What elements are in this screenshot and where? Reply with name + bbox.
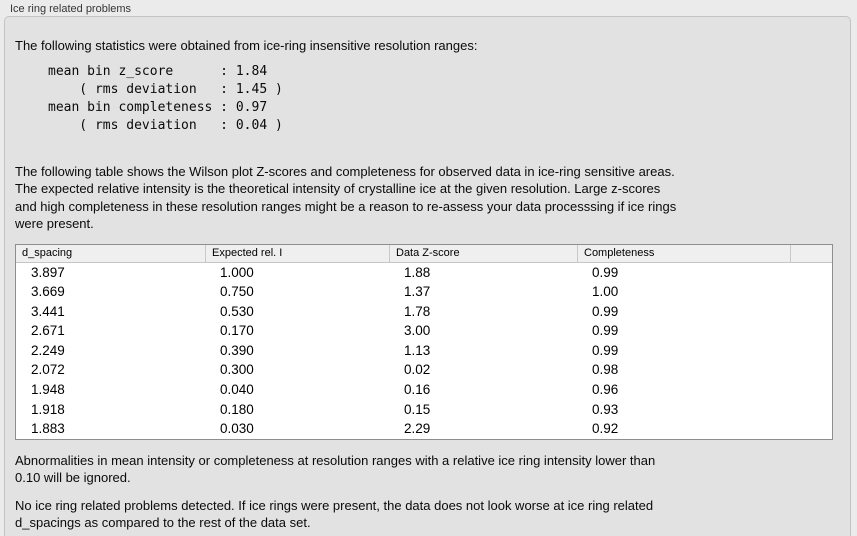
table-row[interactable]: 2.671 0.170 3.00 0.99 [16,321,832,341]
column-header-d-spacing[interactable]: d_spacing [22,246,73,259]
cell-completeness: 0.92 [592,421,619,437]
ignore-note-line: Abnormalities in mean intensity or compl… [15,452,656,468]
stat-line-mean-completeness: mean bin completeness : 0.97 [48,99,268,115]
cell-data-z-score: 2.29 [404,421,431,437]
description-line: The following table shows the Wilson plo… [15,163,675,179]
cell-data-z-score: 1.37 [404,284,431,300]
cell-data-z-score: 0.02 [404,362,431,378]
table-header-row: d_spacing Expected rel. I Data Z-score C… [16,244,832,263]
cell-empty [790,302,832,322]
cell-data-z-score: 3.00 [404,323,431,339]
table-row[interactable]: 1.948 0.040 0.16 0.96 [16,380,832,400]
cell-data-z-score: 0.15 [404,401,431,417]
cell-d-spacing: 1.918 [31,401,65,417]
cell-d-spacing: 3.897 [31,264,65,280]
cell-completeness: 0.99 [592,264,619,280]
cell-empty [790,380,832,400]
cell-expected-rel-i: 0.170 [220,323,254,339]
cell-expected-rel-i: 1.000 [220,264,254,280]
cell-expected-rel-i: 0.040 [220,382,254,398]
ice-ring-groupbox: The following statistics were obtained f… [4,16,851,536]
column-header-empty [790,244,832,262]
stat-line-z-rms-deviation: ( rms deviation : 1.45 ) [48,81,283,97]
table-row[interactable]: 3.669 0.750 1.37 1.00 [16,282,832,302]
column-header-expected-rel-i[interactable]: Expected rel. I [205,244,389,262]
table-row[interactable]: 3.441 0.530 1.78 0.99 [16,302,832,322]
cell-completeness: 0.98 [592,362,619,378]
table-row[interactable]: 2.072 0.300 0.02 0.98 [16,360,832,380]
cell-d-spacing: 3.441 [31,303,65,319]
table-row[interactable]: 2.249 0.390 1.13 0.99 [16,341,832,361]
description-line: were present. [15,216,94,231]
ice-ring-panel: Ice ring related problems The following … [0,3,857,536]
cell-expected-rel-i: 0.030 [220,421,254,437]
conclusion-note-line: No ice ring related problems detected. I… [15,497,654,513]
table-row[interactable]: 1.918 0.180 0.15 0.93 [16,400,832,420]
cell-data-z-score: 0.16 [404,382,431,398]
stat-line-mean-z-score: mean bin z_score : 1.84 [48,63,268,79]
cell-d-spacing: 1.948 [31,382,65,398]
cell-expected-rel-i: 0.750 [220,284,254,300]
cell-empty [790,419,832,439]
stats-intro-text: The following statistics were obtained f… [15,38,478,53]
cell-completeness: 0.96 [592,382,619,398]
table-row[interactable]: 1.883 0.030 2.29 0.92 [16,419,832,439]
column-header-data-z-score[interactable]: Data Z-score [389,244,577,262]
column-header-completeness[interactable]: Completeness [577,244,790,262]
cell-completeness: 0.99 [592,303,619,319]
cell-data-z-score: 1.13 [404,342,431,358]
conclusion-note-line: d_spacings as compared to the rest of th… [15,515,311,531]
description-line: The expected relative intensity is the t… [15,181,661,196]
cell-completeness: 0.99 [592,342,619,358]
stat-line-completeness-rms-deviation: ( rms deviation : 0.04 ) [48,117,283,133]
cell-expected-rel-i: 0.530 [220,303,254,319]
panel-title: Ice ring related problems [10,3,132,15]
cell-expected-rel-i: 0.180 [220,401,254,417]
table-row[interactable]: 3.897 1.000 1.88 0.99 [16,263,832,283]
cell-empty [790,360,832,380]
ignore-note: Abnormalities in mean intensity or compl… [15,452,840,487]
cell-expected-rel-i: 0.390 [220,342,254,358]
cell-empty [790,263,832,283]
cell-empty [790,400,832,420]
table-description: The following table shows the Wilson plo… [15,163,840,233]
cell-completeness: 0.99 [592,323,619,339]
cell-d-spacing: 2.671 [31,323,65,339]
cell-empty [790,282,832,302]
ignore-note-line: 0.10 will be ignored. [15,470,131,486]
cell-completeness: 0.93 [592,401,619,417]
cell-expected-rel-i: 0.300 [220,362,254,378]
ice-ring-table: d_spacing Expected rel. I Data Z-score C… [15,243,833,440]
cell-empty [790,341,832,361]
cell-completeness: 1.00 [592,284,619,300]
conclusion-note: No ice ring related problems detected. I… [15,497,840,532]
cell-data-z-score: 1.88 [404,264,431,280]
cell-d-spacing: 2.249 [31,342,65,358]
cell-empty [790,321,832,341]
cell-d-spacing: 1.883 [31,421,65,437]
cell-d-spacing: 2.072 [31,362,65,378]
stats-block: mean bin z_score : 1.84 ( rms deviation … [48,63,840,135]
cell-data-z-score: 1.78 [404,303,431,319]
table-body: 3.897 1.000 1.88 0.99 3.669 0.750 1.37 1… [16,263,832,439]
cell-d-spacing: 3.669 [31,284,65,300]
description-line: and high completeness in these resolutio… [15,198,677,214]
